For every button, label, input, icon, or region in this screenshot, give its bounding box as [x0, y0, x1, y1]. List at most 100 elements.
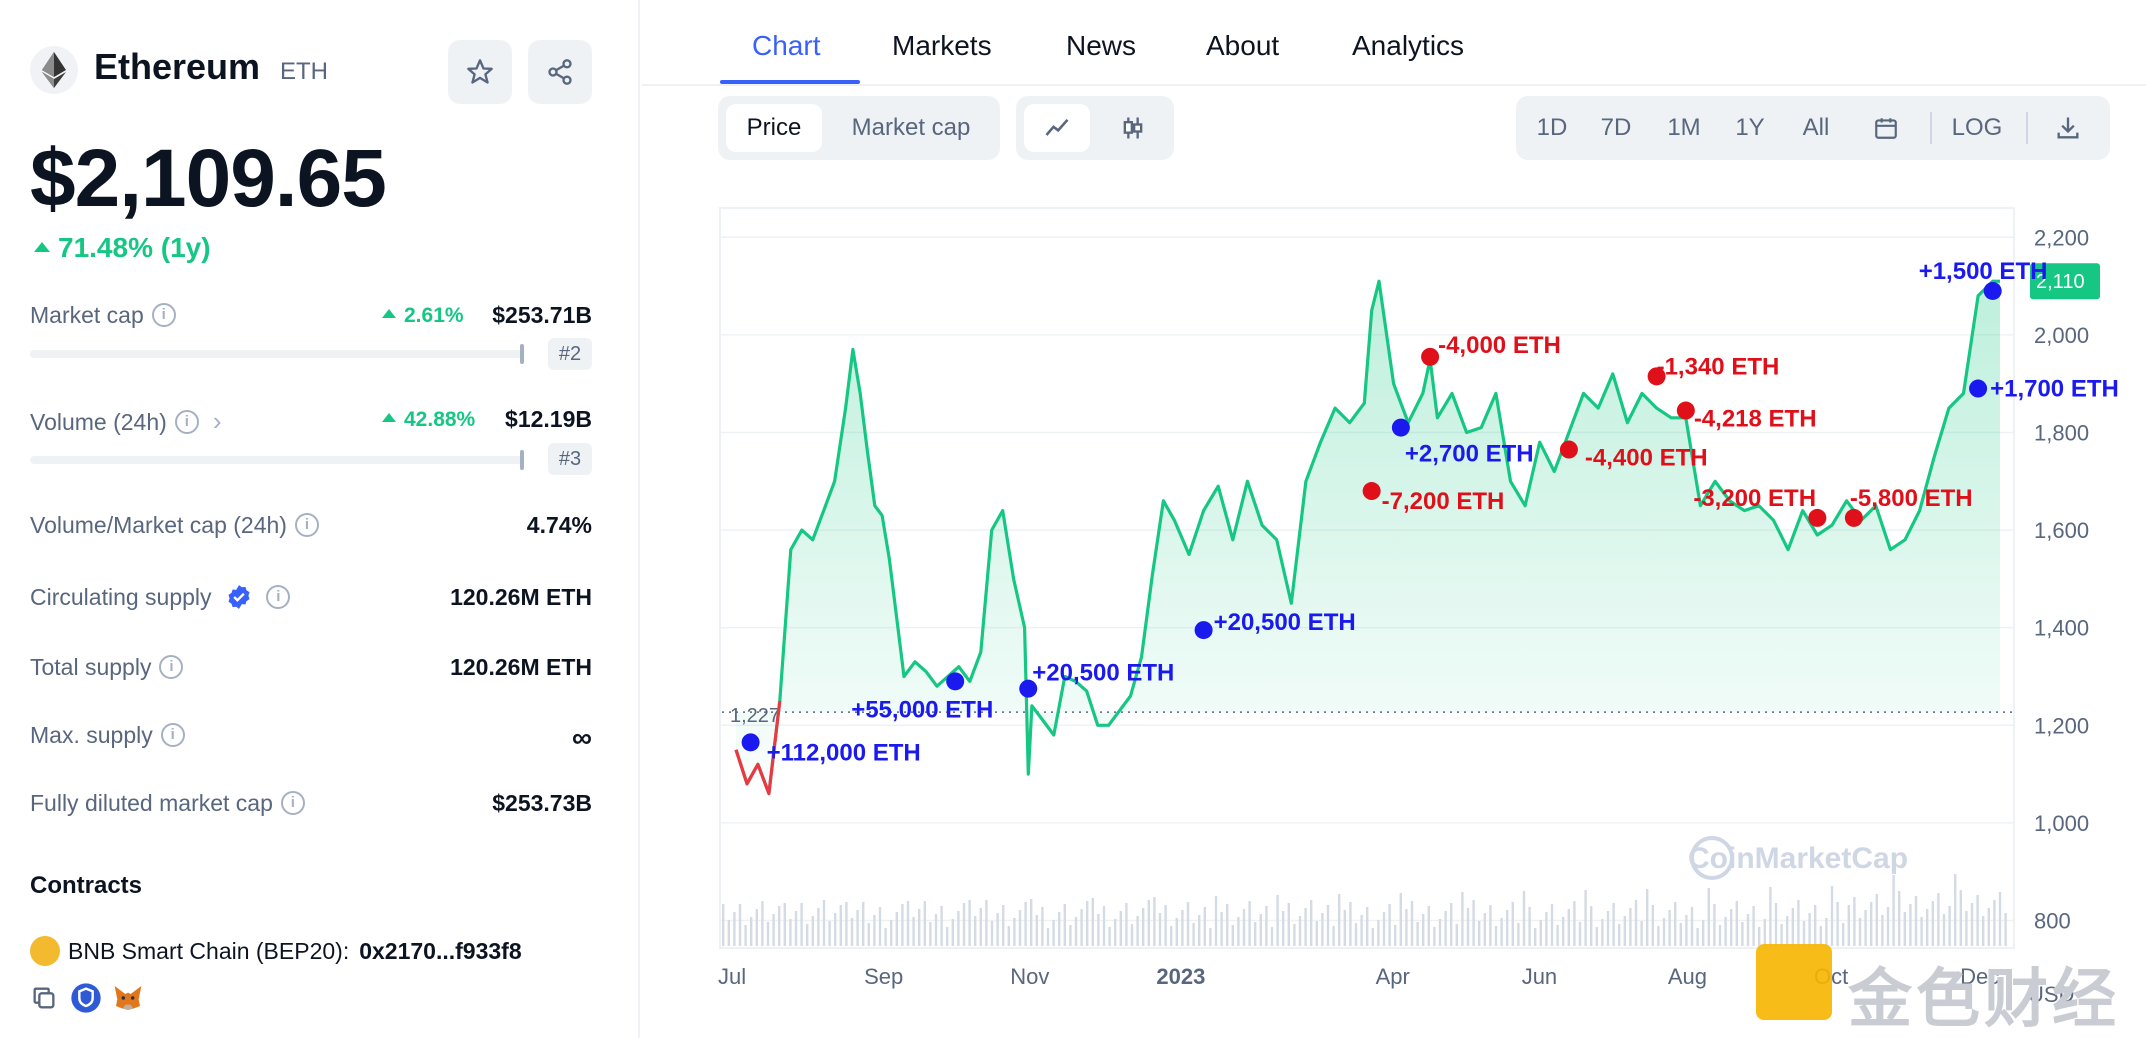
volume-bar	[1270, 927, 1274, 946]
tab-markets[interactable]: Markets	[892, 30, 992, 61]
volume-bar	[1304, 908, 1307, 946]
volume-bar	[1909, 904, 1912, 946]
contract-address[interactable]: 0x2170...f933f8	[359, 938, 522, 965]
volume-bar	[1214, 896, 1218, 946]
line-chart-button[interactable]	[1024, 104, 1090, 152]
info-icon[interactable]: i	[294, 512, 319, 537]
info-icon[interactable]: i	[266, 584, 291, 609]
tab-analytics[interactable]: Analytics	[1352, 30, 1465, 61]
info-icon[interactable]: i	[151, 302, 176, 327]
volume-bar	[1293, 924, 1296, 946]
volume-bar	[1136, 916, 1139, 946]
volume-bar	[1069, 925, 1072, 946]
annotation-dot[interactable]	[1194, 621, 1213, 640]
volume-bar	[1657, 926, 1660, 946]
candlestick-chart-button[interactable]	[1100, 104, 1166, 152]
volume-bar	[1965, 911, 1968, 946]
info-icon[interactable]: i	[174, 409, 199, 434]
range-all-button[interactable]: All	[1802, 114, 1830, 141]
volume-bar	[1237, 917, 1240, 946]
volume-bar	[862, 902, 865, 946]
volume-bar	[1097, 914, 1100, 946]
volume-bar	[1478, 921, 1481, 946]
price-toggle-button[interactable]: Price	[726, 104, 822, 152]
volume-bar	[1797, 900, 1800, 946]
annotation-dot[interactable]	[1362, 482, 1381, 501]
volume-bar	[761, 901, 764, 946]
coin-header: Ethereum ETH	[30, 40, 630, 104]
volume-bar	[850, 918, 854, 946]
price-change: 71.48% (1y)	[34, 232, 211, 264]
volume-bar	[1875, 894, 1878, 946]
annotation-dot[interactable]	[946, 672, 965, 691]
volume-bar	[1685, 915, 1688, 946]
volume-bar	[1914, 896, 1918, 946]
x-tick-label: Jun	[1522, 964, 1557, 989]
volume-bar	[884, 928, 887, 946]
up-arrow-icon	[382, 308, 396, 318]
calendar-button[interactable]	[1856, 104, 1916, 152]
log-scale-button[interactable]: LOG	[1951, 114, 2003, 141]
volume-bar	[1024, 902, 1027, 946]
range-1y-button[interactable]: 1Y	[1735, 114, 1765, 141]
volume-bar	[1623, 916, 1626, 946]
annotation-dot[interactable]	[1983, 281, 2002, 300]
info-icon[interactable]: i	[160, 722, 185, 747]
volume-bar	[834, 913, 837, 946]
chart-type-toggle	[1016, 96, 1174, 160]
annotation-dot[interactable]	[1421, 347, 1440, 366]
annotation-dot[interactable]	[1844, 508, 1863, 527]
market-cap-toggle-button[interactable]: Market cap	[851, 114, 971, 141]
copy-icon[interactable]	[30, 984, 58, 1012]
share-button[interactable]	[528, 40, 592, 104]
volume-bar	[962, 903, 966, 946]
volume-bar	[1220, 912, 1223, 946]
volume-bar	[1836, 902, 1839, 946]
annotation-dot[interactable]	[1676, 401, 1695, 420]
volume-bar	[1142, 908, 1145, 946]
annotation-dot[interactable]	[1391, 418, 1410, 437]
annotation-dot[interactable]	[1647, 367, 1666, 386]
stat-change: 42.88%	[382, 408, 475, 432]
download-button[interactable]	[2036, 104, 2100, 152]
volume-bar	[1937, 893, 1940, 946]
calendar-icon	[1875, 118, 1897, 139]
volume-bar	[1898, 891, 1901, 946]
range-1m-button[interactable]: 1M	[1667, 114, 1701, 141]
volume-bar	[1556, 925, 1559, 946]
metamask-icon[interactable]	[112, 982, 144, 1014]
volume-bar	[766, 922, 770, 946]
annotation-dot[interactable]	[741, 733, 760, 752]
range-7d-button[interactable]: 7D	[1600, 114, 1632, 141]
annotation-dot[interactable]	[1559, 440, 1578, 459]
annotation-dot[interactable]	[1808, 508, 1827, 527]
y-tick-label: 1,200	[2034, 713, 2089, 738]
share-icon	[548, 59, 572, 85]
coin-symbol: ETH	[280, 58, 328, 85]
volume-bar	[722, 904, 725, 946]
volume-bar	[1091, 898, 1094, 946]
volume-bar	[1310, 900, 1313, 946]
range-1d-button[interactable]: 1D	[1536, 114, 1568, 141]
volume-bar	[30, 450, 524, 470]
info-icon[interactable]: i	[159, 654, 184, 679]
stat-label: Volume (24h) i ›	[30, 406, 222, 436]
volume-bar	[1954, 874, 1957, 946]
shield-icon[interactable]	[70, 982, 102, 1014]
contract-row: BNB Smart Chain (BEP20): 0x2170...f933f8	[30, 936, 522, 968]
info-icon[interactable]: i	[280, 790, 305, 815]
watchlist-button[interactable]	[448, 40, 512, 104]
tab-chart[interactable]: Chart	[752, 30, 821, 61]
tab-about[interactable]: About	[1206, 30, 1280, 61]
volume-bar	[828, 921, 831, 946]
volume-bar	[1192, 923, 1195, 946]
volume-bar	[1808, 913, 1811, 946]
volume-bar	[1612, 903, 1615, 946]
volume-bar	[1433, 927, 1436, 946]
volume-bar	[1198, 915, 1201, 946]
tab-news[interactable]: News	[1066, 30, 1137, 61]
chevron-right-icon[interactable]: ›	[212, 406, 222, 436]
annotation-dot[interactable]	[1019, 679, 1038, 698]
annotation-dot[interactable]	[1969, 379, 1988, 398]
